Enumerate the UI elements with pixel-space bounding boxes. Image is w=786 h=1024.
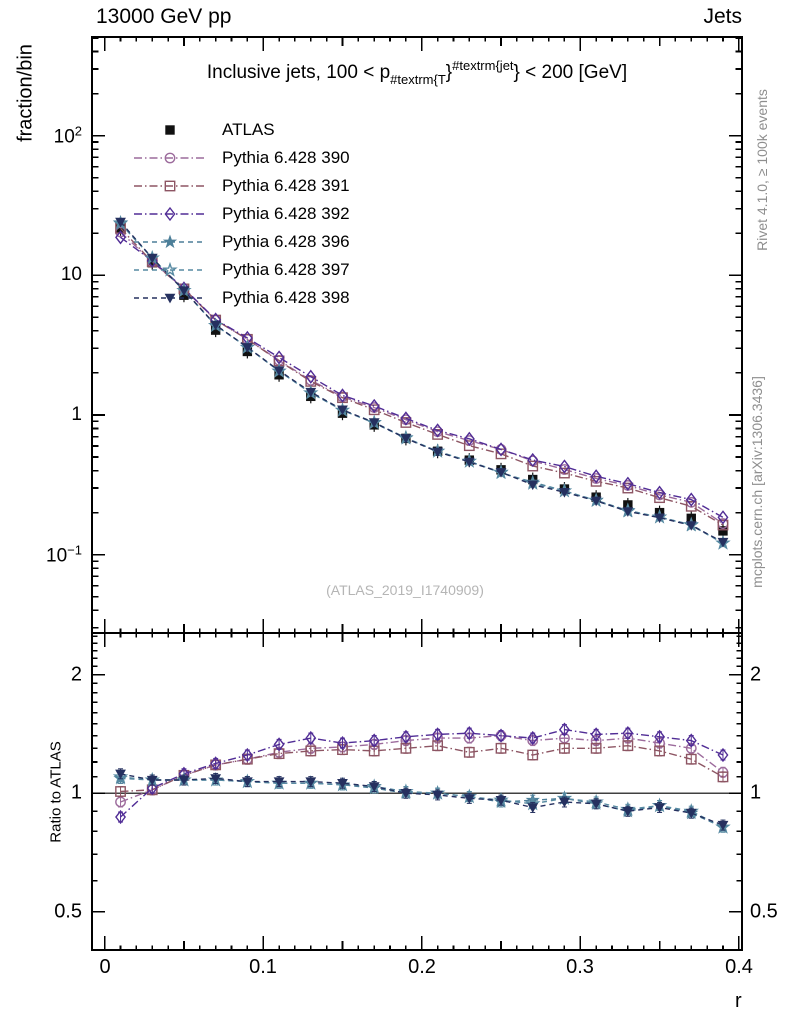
main-y-tick-label: 10−1 xyxy=(46,542,82,567)
ratio-pythia-6.428-391 xyxy=(115,740,729,797)
legend-item: Pythia 6.428 397 xyxy=(130,256,350,284)
axis-ticks xyxy=(92,37,742,951)
panel-frames xyxy=(91,36,743,951)
x-tick-label: 0.4 xyxy=(725,956,753,978)
rivet-version-text: Rivet 4.1.0, ≥ 100k events xyxy=(754,89,770,251)
ratio-pythia-6.428-398 xyxy=(115,768,729,831)
main-y-tick-label: 102 xyxy=(54,123,82,148)
plot-title-part: #textrm{T xyxy=(390,72,446,87)
legend-item: Pythia 6.428 392 xyxy=(130,200,350,228)
legend-item: ATLAS xyxy=(130,116,350,144)
legend-label: Pythia 6.428 398 xyxy=(222,288,350,307)
x-tick-label: 0.2 xyxy=(408,956,436,978)
triangle-down-filled-legend-icon xyxy=(134,293,206,304)
square-open-legend-icon xyxy=(134,180,206,192)
circle-open-legend-icon xyxy=(134,152,206,164)
plot-title-part: #textrm{jet xyxy=(452,58,514,73)
main-panel-series xyxy=(112,214,731,550)
ratio-y-tick-label-right: 1 xyxy=(750,781,762,804)
ratio-pythia-6.428-396 xyxy=(113,770,731,834)
legend-label: Pythia 6.428 392 xyxy=(222,204,350,223)
x-tick-label: 0.1 xyxy=(249,956,277,978)
header-analysis-group: Jets xyxy=(703,5,742,28)
legend-item: Pythia 6.428 390 xyxy=(130,144,350,172)
legend-label: ATLAS xyxy=(222,120,275,139)
legend-item: Pythia 6.428 398 xyxy=(130,284,350,312)
tick-exponent: −1 xyxy=(67,542,82,558)
legend-label: Pythia 6.428 397 xyxy=(222,260,350,279)
plot-title-part: Inclusive jets, 100 < p xyxy=(206,62,391,83)
series-pythia-6.428-398 xyxy=(115,217,729,548)
ratio-y-tick-label-left: 2 xyxy=(70,663,82,686)
tick-base: 10 xyxy=(46,545,68,567)
main-y-tick-label: 10 xyxy=(61,264,82,286)
ratio-y-tick-label-left: 0.5 xyxy=(54,900,82,923)
main-y-tick-label: 1 xyxy=(71,404,82,426)
legend-label: Pythia 6.428 390 xyxy=(222,148,350,167)
plot-title-part: } xyxy=(445,62,453,83)
ratio-panel-series xyxy=(112,722,731,834)
x-tick-label: 0 xyxy=(99,956,111,978)
plot-title-part: } < 200 [GeV] xyxy=(513,62,628,83)
ratio-y-axis-title: Ratio to ATLAS xyxy=(47,741,65,843)
ratio-pythia-6.428-397 xyxy=(112,768,731,834)
ratio-y-tick-label-right: 0.5 xyxy=(750,900,778,923)
legend: ATLAS Pythia 6.428 390 Pythia 6.428 391 Pyt… xyxy=(130,116,350,312)
tick-base: 1 xyxy=(71,404,82,425)
x-axis-title: r xyxy=(735,990,742,1012)
star-open-legend-icon xyxy=(134,261,206,277)
legend-label: Pythia 6.428 391 xyxy=(222,176,350,195)
header-beam-energy: 13000 GeV pp xyxy=(96,5,232,28)
ratio-pythia-6.428-390 xyxy=(115,730,729,808)
diamond-open-legend-icon xyxy=(134,206,206,222)
ratio-y-tick-label-right: 2 xyxy=(750,663,762,686)
legend-item: Pythia 6.428 396 xyxy=(130,228,350,256)
ratio-y-tick-label-left: 1 xyxy=(70,781,82,804)
star-filled-legend-icon xyxy=(134,234,206,249)
x-tick-label: 0.3 xyxy=(566,956,594,978)
main-y-axis-title: fraction/bin xyxy=(14,44,37,142)
plot-title: Inclusive jets, 100 < p#textrm{T}#textrm… xyxy=(207,58,627,87)
square-filled-legend-icon xyxy=(165,125,175,135)
tick-base: 10 xyxy=(53,126,75,148)
analysis-watermark: (ATLAS_2019_I1740909) xyxy=(326,582,484,598)
tick-exponent: 2 xyxy=(74,123,82,139)
mcplots-reference-text: mcplots.cern.ch [arXiv:1306.3436] xyxy=(749,376,765,588)
legend-label: Pythia 6.428 396 xyxy=(222,232,350,251)
legend-item: Pythia 6.428 391 xyxy=(130,172,350,200)
ratio-pythia-6.428-392 xyxy=(115,722,729,825)
tick-base: 10 xyxy=(60,264,82,285)
